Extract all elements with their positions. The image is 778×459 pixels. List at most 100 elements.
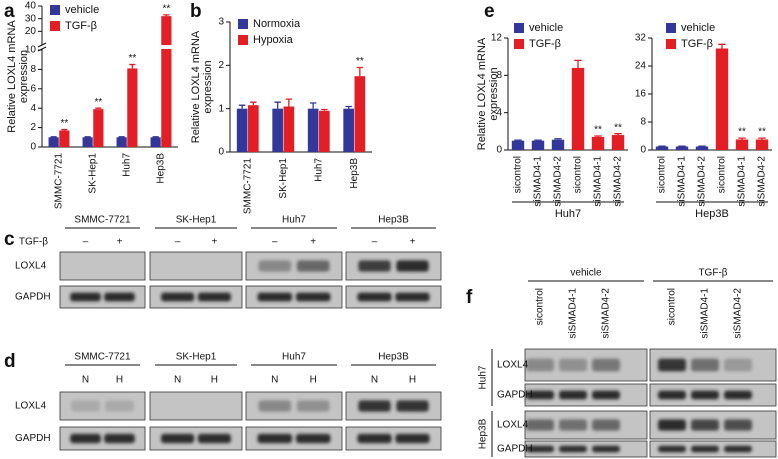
cell-line-label: SMMC-7721 <box>74 352 131 363</box>
x-tick-label: Huh7 <box>122 153 133 177</box>
x-tick-label: siSMAD4-2 <box>697 156 708 207</box>
bar <box>755 139 769 150</box>
bar <box>591 136 605 150</box>
blot-membrane <box>149 285 243 309</box>
panel-letter: b <box>190 1 202 22</box>
legend-label: Normoxia <box>253 18 301 30</box>
x-tick-label: siSMAD4-2 <box>553 156 564 207</box>
blot-band <box>658 390 686 400</box>
legend-swatch <box>50 21 60 31</box>
blot-band <box>559 390 587 400</box>
bar <box>715 48 729 150</box>
x-tick-label: siSMAD4-1 <box>737 156 748 207</box>
bar <box>735 139 749 150</box>
lane-label: – <box>272 237 278 248</box>
cell-line-label: Huh7 <box>478 365 489 389</box>
row-label: GAPDH <box>497 444 533 455</box>
axis-break-gap <box>36 45 178 49</box>
blot-band <box>526 419 554 431</box>
blot-band <box>691 419 719 431</box>
blot-band <box>161 292 195 302</box>
bar <box>59 130 70 147</box>
legend-swatch <box>238 19 248 29</box>
cell-line-label: SK-Hep1 <box>176 352 217 363</box>
error-bar <box>718 43 726 49</box>
panel-letter: f <box>466 287 473 308</box>
blot-band <box>105 400 134 412</box>
cell-line-label: Hep3B <box>478 418 489 449</box>
row-label: LOXL4 <box>15 401 47 412</box>
x-tick-label: SMMC-7721 <box>242 158 253 215</box>
error-bar <box>356 66 364 77</box>
error-bar <box>129 63 136 69</box>
blot-membrane <box>149 391 243 421</box>
bar <box>116 137 127 147</box>
significance: ** <box>60 118 68 129</box>
bar <box>531 140 545 150</box>
y-tick-label: 8 <box>30 64 36 75</box>
x-axis-label: Huh7 <box>555 208 581 220</box>
bar <box>343 108 354 152</box>
legend-swatch <box>238 35 248 45</box>
lane-label: siSMAD4-2 <box>733 288 744 339</box>
y-axis-label: expression <box>488 67 500 120</box>
error-bar <box>594 135 602 137</box>
bar <box>611 135 625 150</box>
error-bar <box>345 105 352 109</box>
blot-band <box>526 390 554 400</box>
blot-band <box>357 292 392 302</box>
bar <box>283 106 295 152</box>
y-axis-label: expression <box>202 60 214 113</box>
legend-swatch <box>514 39 524 49</box>
blot-band <box>592 390 620 400</box>
group-label: TGF-β <box>698 268 727 279</box>
lane-label: + <box>211 237 217 248</box>
error-bar <box>95 107 102 110</box>
lane-label: H <box>310 375 317 386</box>
lane-label: – <box>83 237 89 248</box>
blot-membrane <box>59 251 146 281</box>
error-bar <box>238 104 246 109</box>
axis-break-mark <box>37 42 47 48</box>
blot-band <box>358 400 391 412</box>
x-tick-label: SMMC-7721 <box>54 153 65 210</box>
blot-band <box>691 390 719 400</box>
bar <box>307 108 319 152</box>
legend-label: TGF-β <box>65 20 97 32</box>
lane-label: N <box>174 375 181 386</box>
blot-band <box>258 400 292 412</box>
cell-line-label: SMMC-7721 <box>74 215 131 226</box>
lane-label: N <box>371 375 378 386</box>
x-tick-label: siSMAD4-2 <box>757 156 768 207</box>
bar <box>48 137 59 147</box>
bar <box>675 146 689 150</box>
y-tick-label: 24 <box>635 61 647 72</box>
x-tick-label: SK-Hep1 <box>88 153 99 194</box>
x-tick-label: Huh7 <box>313 158 324 182</box>
row-label: GAPDH <box>15 433 51 444</box>
y-axis-label: Relative LOXL4 mRNA <box>476 37 488 150</box>
lane-label: – <box>372 237 378 248</box>
bar <box>82 137 93 147</box>
bar <box>655 146 669 150</box>
blot-band <box>724 358 752 372</box>
blot-band <box>559 419 587 431</box>
cell-line-label: Huh7 <box>282 215 306 226</box>
x-tick-label: sicontrol <box>717 156 728 193</box>
blot-band <box>592 419 620 431</box>
lane-label: + <box>117 237 123 248</box>
significance: ** <box>738 127 746 138</box>
cell-line-label: Hep3B <box>378 352 409 363</box>
panel-letter: d <box>4 351 16 372</box>
y-tick-label: 10 <box>25 45 37 56</box>
row-label: LOXL4 <box>15 261 47 272</box>
y-tick-label: 8 <box>496 70 502 81</box>
y-tick-label: 32 <box>635 33 647 44</box>
x-tick-label: sicontrol <box>513 156 524 193</box>
x-tick-label: Hep3B <box>156 153 167 184</box>
blot-band <box>658 358 686 372</box>
x-tick-label: siSMAD4-1 <box>677 156 688 207</box>
y-tick-label: 4 <box>496 107 502 118</box>
significance: ** <box>128 53 136 64</box>
blot-band <box>296 400 330 412</box>
